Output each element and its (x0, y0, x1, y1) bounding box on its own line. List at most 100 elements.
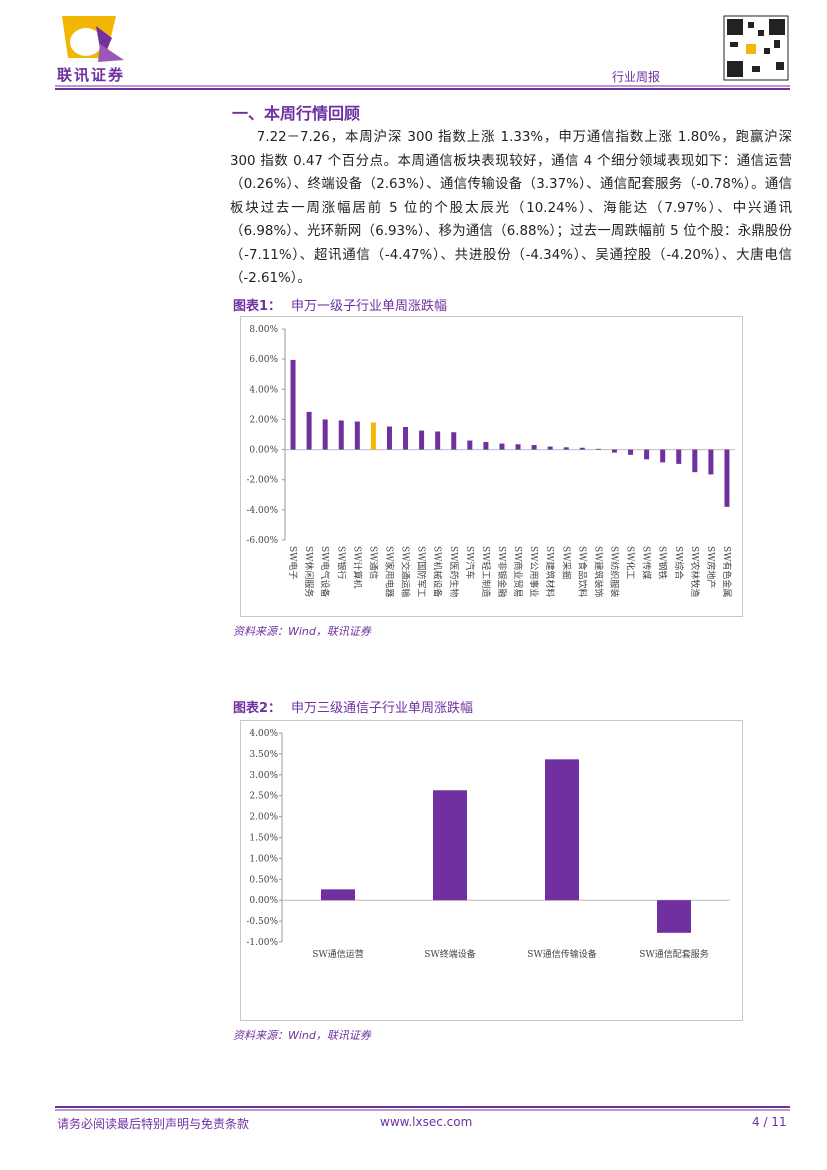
x-tick-label: SW交通运输 (400, 546, 412, 597)
bar (515, 444, 521, 450)
x-tick-label: SW传媒 (641, 546, 653, 579)
y-tick-label: 0.00% (249, 896, 278, 906)
x-tick-label: SW商业贸易 (512, 546, 524, 597)
x-tick-label: SW建筑装饰 (592, 546, 604, 597)
bar (499, 443, 505, 450)
x-tick-label: SW公用事业 (528, 546, 540, 597)
logo-text: 联讯证券 (57, 66, 126, 84)
bar (451, 432, 457, 450)
figure-label: 图表1： (233, 299, 282, 314)
y-tick-label: 3.00% (249, 771, 278, 781)
y-tick-label: 8.00% (249, 325, 278, 335)
figure-source: 资料来源：Wind，联讯证券 (233, 1029, 371, 1042)
bar (370, 422, 376, 450)
y-tick-label: -6.00% (246, 536, 278, 546)
y-tick-label: 2.00% (249, 415, 278, 425)
logo (62, 16, 124, 62)
figure-label: 图表2： (233, 701, 282, 716)
x-tick-label: SW非银金融 (496, 546, 508, 597)
bar (692, 449, 698, 473)
figure-title: 申万三级通信子行业单周涨跌幅 (291, 701, 474, 716)
y-tick-label: 3.50% (249, 750, 278, 760)
figure-caption: 图表2： 申万三级通信子行业单周涨跌幅 (233, 697, 473, 716)
y-tick-label: 1.00% (249, 854, 278, 864)
chart: -1.00% -0.50% 0.00% 0.50% 1.00% 1.50% 2.00% 2.5… (240, 720, 743, 1021)
y-tick-label: 6.00% (249, 355, 278, 365)
report-type: 行业周报 (612, 70, 661, 84)
y-tick-label: -4.00% (246, 506, 278, 516)
bar (322, 419, 328, 450)
qr-code (723, 15, 789, 81)
paragraph: 7.22－7.26，本周沪深 300 指数上涨 1.33%，申万通信指数上涨 1… (230, 130, 792, 286)
x-tick-label: SW房地产 (705, 546, 717, 588)
bar (611, 449, 617, 453)
x-tick-label: SW电子 (287, 546, 299, 579)
x-tick-label: SW汽车 (464, 546, 476, 579)
x-tick-label: SW通信传输设备 (527, 948, 596, 960)
x-tick-label: SW银行 (335, 546, 347, 579)
chart: -6.00% -4.00% -2.00% 0.00% 2.00% 4.00% 6.00% 8.… (240, 316, 743, 617)
x-tick-label: SW通信运营 (312, 948, 363, 960)
x-tick-label: SW机械设备 (432, 546, 444, 597)
x-tick-label: SW终端设备 (424, 948, 475, 960)
bar (644, 449, 650, 460)
y-tick-label: 2.00% (249, 813, 278, 823)
chart-frame (240, 720, 743, 1021)
bar (657, 900, 691, 933)
bar (419, 430, 425, 450)
y-tick-label: 4.00% (249, 729, 278, 739)
bar (483, 442, 489, 450)
bar (467, 440, 473, 450)
x-tick-label: SW医药生物 (448, 546, 460, 597)
bar (708, 449, 714, 475)
x-tick-label: SW通信配套服务 (639, 948, 708, 960)
x-tick-label: SW计算机 (351, 546, 363, 588)
y-tick-label: -0.50% (246, 917, 278, 927)
x-tick-label: SW农林牧渔 (689, 546, 701, 597)
x-tick-label: SW通信 (367, 546, 379, 579)
x-tick-label: SW家用电器 (383, 546, 395, 597)
figure-source: 资料来源：Wind，联讯证券 (233, 625, 371, 638)
x-tick-label: SW化工 (625, 546, 637, 579)
x-tick-label: SW采掘 (560, 546, 572, 579)
bar (660, 449, 666, 463)
x-tick-label: SW电气设备 (319, 546, 331, 597)
page-number: 4 / 11 (752, 1115, 787, 1129)
chart-frame (240, 316, 743, 617)
section-title: 一、本周行情回顾 (232, 104, 361, 123)
bar (628, 449, 634, 455)
bar (354, 421, 360, 450)
bar (563, 447, 569, 450)
bar (321, 889, 355, 901)
x-tick-label: SW综合 (673, 546, 685, 579)
y-tick-label: 0.00% (249, 446, 278, 456)
figure-title: 申万一级子行业单周涨跌幅 (291, 299, 448, 314)
y-tick-label: 2.50% (249, 792, 278, 802)
x-tick-label: SW纺织服装 (608, 546, 620, 597)
figure-caption: 图表1： 申万一级子行业单周涨跌幅 (233, 295, 447, 314)
disclaimer: 请务必阅读最后特别声明与免责条款 (57, 1117, 250, 1131)
bar (724, 449, 730, 507)
bar (338, 420, 344, 450)
bar (545, 759, 579, 901)
bar (579, 447, 585, 450)
bar (435, 431, 441, 450)
bar (595, 448, 601, 450)
x-tick-label: SW建筑材料 (544, 546, 556, 597)
x-tick-label: SW国防军工 (416, 546, 428, 597)
bar (290, 359, 296, 450)
bar (306, 411, 312, 450)
y-tick-label: 1.50% (249, 834, 278, 844)
bar (531, 445, 537, 450)
bar (433, 790, 467, 901)
bar (547, 446, 553, 450)
website: www.lxsec.com (380, 1115, 473, 1129)
bar (403, 426, 409, 450)
x-tick-label: SW有色金属 (721, 546, 733, 597)
y-tick-label: -1.00% (246, 938, 278, 948)
y-tick-label: 0.50% (249, 875, 278, 885)
x-tick-label: SW轻工制造 (480, 546, 492, 597)
y-tick-label: 4.00% (249, 385, 278, 395)
